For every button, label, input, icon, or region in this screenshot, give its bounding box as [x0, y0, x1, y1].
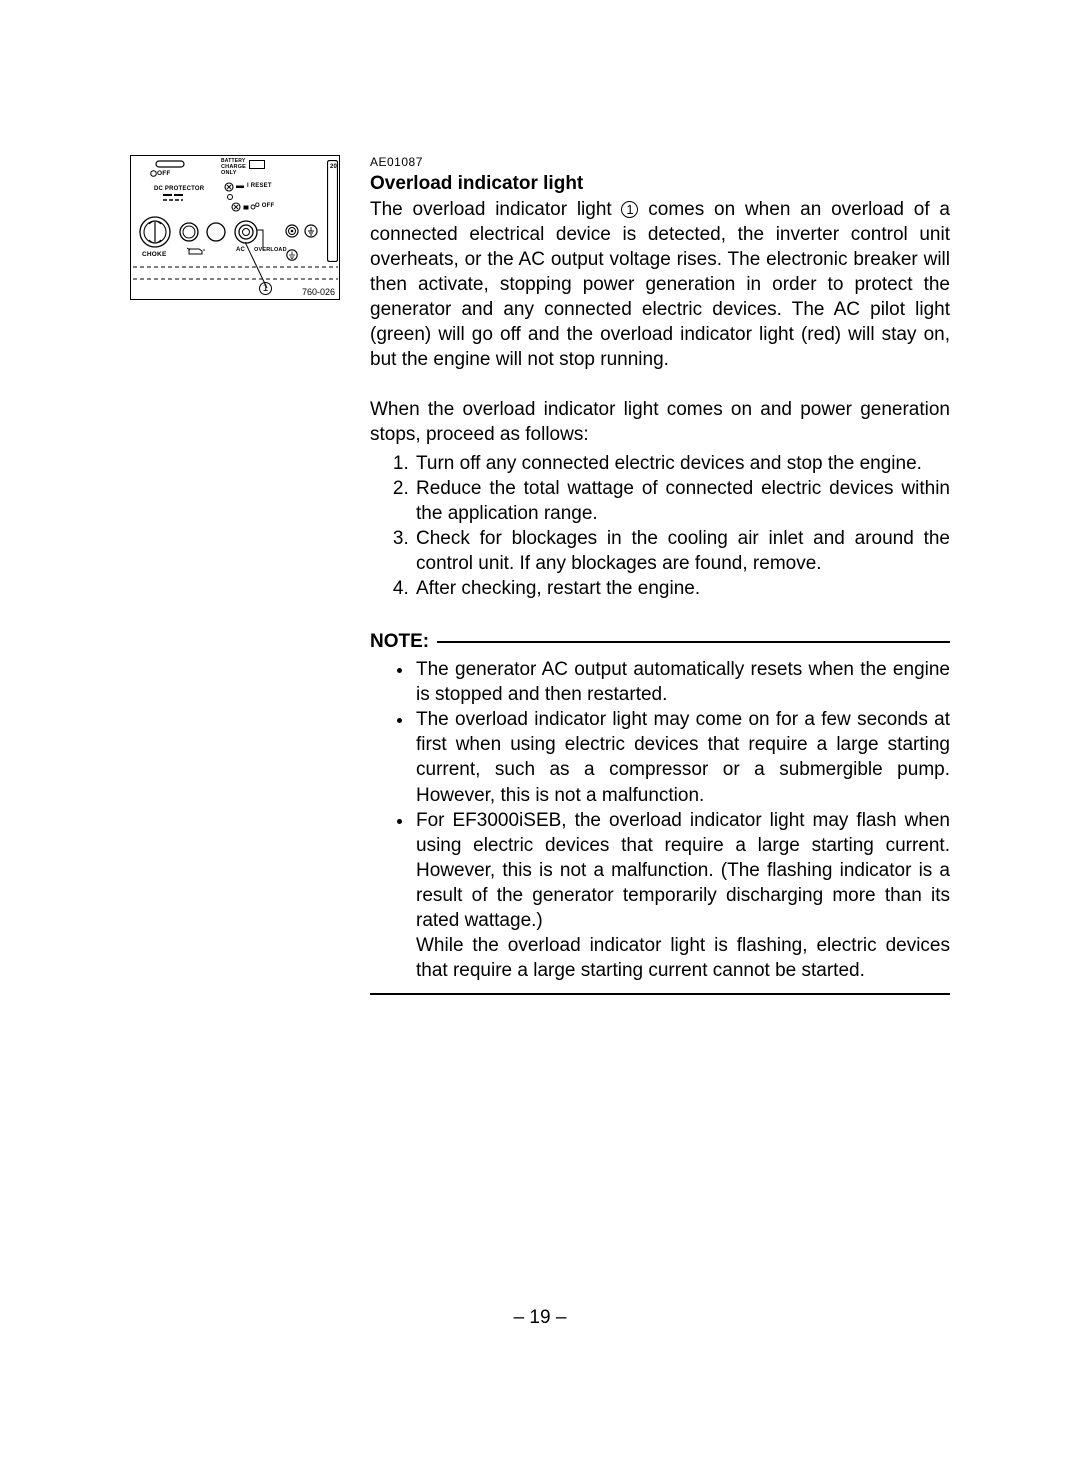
label-off: OFF — [157, 170, 171, 177]
label-twenty: 20 — [330, 164, 337, 170]
content-columns: OFF BATTERY CHARGE ONLY DC PROTECTOR I R… — [130, 155, 950, 995]
para1-a: The overload indicator light — [370, 199, 621, 220]
dc-symbol-icon — [163, 194, 183, 202]
step-3: Check for blockages in the cooling air i… — [414, 526, 950, 576]
ground-knob-icon — [304, 224, 318, 238]
slot-shape — [155, 160, 185, 170]
label-only: ONLY — [221, 170, 237, 176]
note-3: For EF3000iSEB, the overload indicator l… — [414, 808, 950, 984]
circle-x2-icon — [231, 202, 241, 212]
section-ref-code: AE01087 — [370, 155, 950, 169]
note-label: NOTE: — [370, 631, 429, 653]
note-heading-line — [437, 641, 950, 643]
step-1: Turn off any connected electric devices … — [414, 451, 950, 476]
dashed-line-icon — [133, 264, 338, 270]
note-2: The overload indicator light may come on… — [414, 707, 950, 807]
right-column: AE01087 Overload indicator light The ove… — [370, 155, 950, 995]
note-heading-row: NOTE: — [370, 631, 950, 653]
label-off2: O OFF — [255, 203, 274, 209]
ground-symbol-icon — [286, 249, 298, 261]
label-reset: I RESET — [247, 183, 272, 189]
small-circle2-icon — [250, 204, 256, 210]
diagram-ref: 760-026 — [302, 287, 335, 297]
para1-b: comes on when an overload of a connected… — [370, 199, 950, 370]
outlet1-icon — [179, 222, 199, 242]
left-column: OFF BATTERY CHARGE ONLY DC PROTECTOR I R… — [130, 155, 340, 995]
note-list: The generator AC output automatically re… — [370, 657, 950, 983]
small-knob1-icon — [285, 224, 299, 238]
paragraph-2: When the overload indicator light comes … — [370, 397, 950, 447]
procedure-list: Turn off any connected electric devices … — [370, 451, 950, 601]
diagram-callout-1: 1 — [259, 282, 272, 295]
dash-icon — [236, 185, 244, 189]
note-end-line — [370, 993, 950, 995]
outlet2-icon — [206, 222, 226, 242]
stop-square-icon — [243, 205, 249, 210]
step-4: After checking, restart the engine. — [414, 576, 950, 601]
note-1: The generator AC output automatically re… — [414, 657, 950, 707]
oil-can-icon — [187, 246, 205, 256]
led-box-icon — [249, 160, 265, 169]
overload-socket-icon — [234, 220, 258, 244]
page-number: – 19 – — [0, 1307, 1080, 1329]
circled-1-inline: 1 — [621, 201, 638, 218]
label-dc-protector: DC PROTECTOR — [154, 186, 204, 192]
off-circle-icon — [150, 170, 157, 177]
page-root: OFF BATTERY CHARGE ONLY DC PROTECTOR I R… — [0, 0, 1080, 1484]
choke-knob-icon — [139, 216, 171, 248]
step-2: Reduce the total wattage of connected el… — [414, 476, 950, 526]
note-3-text: For EF3000iSEB, the overload indicator l… — [416, 810, 950, 981]
label-ac: AC — [236, 247, 245, 253]
paragraph-1: The overload indicator light 1 comes on … — [370, 197, 950, 373]
label-choke: CHOKE — [142, 251, 166, 258]
small-circle-icon — [227, 194, 233, 200]
circle-x-icon — [224, 182, 234, 192]
section-heading: Overload indicator light — [370, 173, 950, 195]
amp-panel-icon — [327, 160, 338, 262]
dashed-line2-icon — [133, 276, 338, 282]
control-panel-diagram: OFF BATTERY CHARGE ONLY DC PROTECTOR I R… — [130, 155, 340, 300]
